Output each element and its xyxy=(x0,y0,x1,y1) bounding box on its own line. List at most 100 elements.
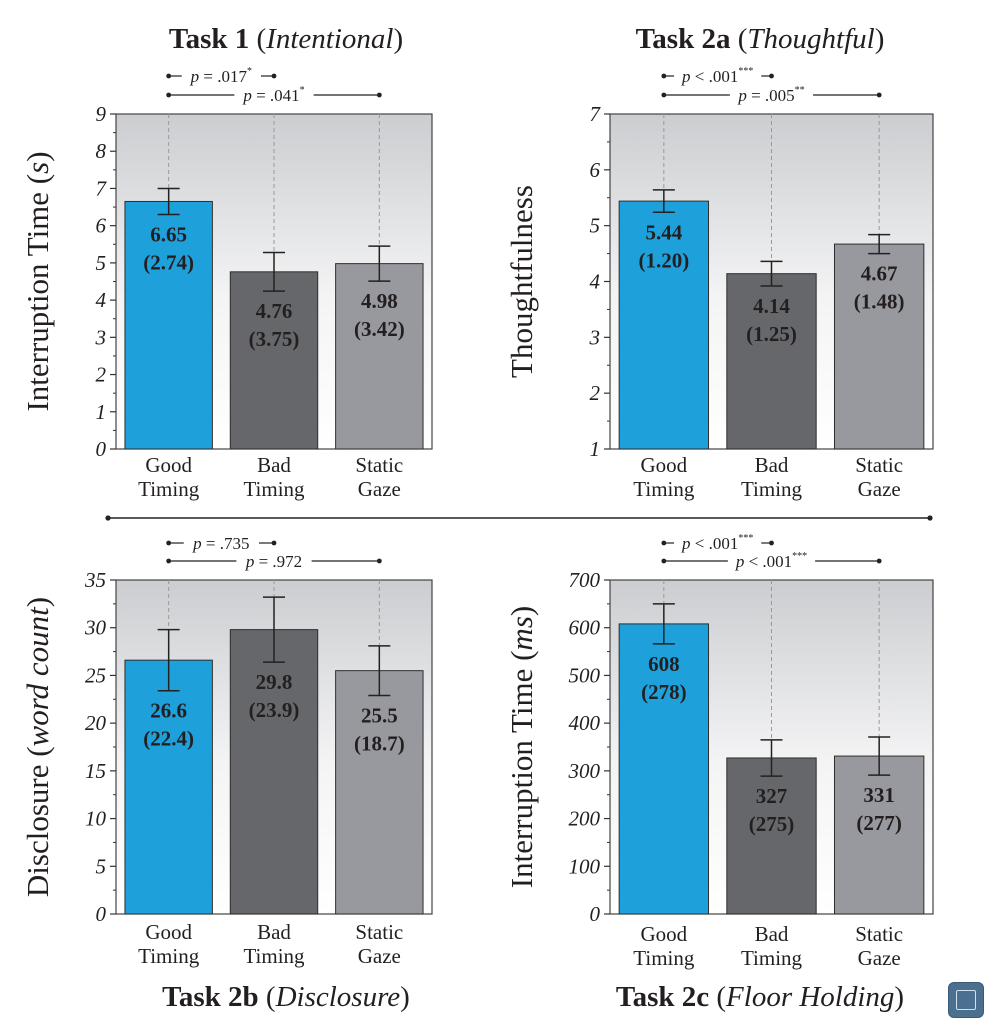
y-tick-label: 1 xyxy=(96,400,107,424)
chart-title: Task 1 (Intentional) xyxy=(169,23,403,55)
bar xyxy=(726,273,817,450)
y-axis-label: Interruption Time (s) xyxy=(20,151,55,411)
sig-dot xyxy=(166,540,172,546)
sig-label: p < .001*** xyxy=(681,533,753,553)
sd-label: (278) xyxy=(641,680,687,704)
sig-dot xyxy=(271,540,277,546)
sig-dot xyxy=(166,73,172,79)
sig-dot xyxy=(376,92,382,98)
category-label: Timing xyxy=(741,477,803,501)
sig-dot xyxy=(166,558,172,564)
y-tick-label: 5 xyxy=(96,251,107,275)
sd-label: (3.75) xyxy=(249,327,300,351)
y-axis-label: Interruption Time (ms) xyxy=(504,606,539,888)
bar xyxy=(335,263,424,450)
bar xyxy=(335,670,424,915)
divider-dot xyxy=(105,515,111,521)
chart-title: Task 2c (Floor Holding) xyxy=(616,981,904,1013)
y-tick-label: 0 xyxy=(96,902,107,926)
category-label: Static xyxy=(855,453,903,477)
category-label: Bad xyxy=(257,453,291,477)
y-tick-label: 400 xyxy=(569,711,601,735)
sd-label: (1.25) xyxy=(746,322,797,346)
y-axis-label: Disclosure (word count) xyxy=(20,597,55,897)
sig-label: p = .005** xyxy=(737,85,804,105)
sig-dot xyxy=(876,558,882,564)
category-label: Gaze xyxy=(858,477,901,501)
sig-dot xyxy=(661,540,667,546)
category-label: Timing xyxy=(633,477,695,501)
bar xyxy=(124,659,213,915)
y-tick-label: 200 xyxy=(569,807,601,831)
y-tick-label: 20 xyxy=(85,711,107,735)
category-label: Gaze xyxy=(858,946,901,970)
value-label: 4.98 xyxy=(361,289,398,313)
category-label: Good xyxy=(640,922,687,946)
category-label: Timing xyxy=(741,946,803,970)
value-label: 29.8 xyxy=(256,670,293,694)
sig-dot xyxy=(166,92,172,98)
category-label: Static xyxy=(355,453,403,477)
category-label: Gaze xyxy=(358,944,401,968)
sig-dot xyxy=(376,558,382,564)
sig-dot xyxy=(769,73,774,79)
sig-label: p < .001*** xyxy=(681,66,753,86)
sig-label: p = .735 xyxy=(192,534,249,553)
chart-title: Task 2a (Thoughtful) xyxy=(636,23,885,55)
fullscreen-button[interactable] xyxy=(948,982,984,1018)
sig-label: p = .017* xyxy=(190,66,252,86)
sig-dot xyxy=(661,558,667,564)
category-label: Timing xyxy=(138,477,200,501)
chart-title: Task 2b (Disclosure) xyxy=(162,981,410,1013)
y-tick-label: 300 xyxy=(568,759,601,783)
category-label: Timing xyxy=(243,477,305,501)
category-label: Timing xyxy=(138,944,200,968)
y-tick-label: 100 xyxy=(569,854,601,878)
y-tick-label: 3 xyxy=(589,325,601,349)
y-tick-label: 5 xyxy=(590,214,601,238)
sig-label: p = .041* xyxy=(242,85,304,105)
divider-dot xyxy=(927,515,933,521)
y-axis-label: Thoughtfulness xyxy=(504,185,539,378)
y-tick-label: 6 xyxy=(96,214,107,238)
y-tick-label: 9 xyxy=(96,102,107,126)
sig-label: p < .001*** xyxy=(735,551,807,571)
value-label: 26.6 xyxy=(150,699,187,723)
sig-dot xyxy=(661,73,667,79)
bar xyxy=(618,200,710,450)
chart-2: 1 2 3 4 5 6 7 5.44 (1.20) 4.14 (1.25) 4.67 (1.48) Goo… xyxy=(504,23,934,501)
sig-label: p = .972 xyxy=(245,552,302,571)
y-tick-label: 2 xyxy=(590,381,601,405)
value-label: 608 xyxy=(648,652,680,676)
bar xyxy=(726,757,817,915)
category-label: Gaze xyxy=(358,477,401,501)
bar xyxy=(833,755,925,915)
chart-4: 0 100 200 300 400 500 600 700 608 (278) 327 (275) 33… xyxy=(504,533,934,1013)
category-label: Static xyxy=(855,922,903,946)
sd-label: (3.42) xyxy=(354,317,405,341)
sig-dot xyxy=(769,540,774,546)
value-label: 6.65 xyxy=(150,223,187,247)
category-label: Static xyxy=(355,920,403,944)
category-label: Timing xyxy=(243,944,305,968)
value-label: 331 xyxy=(863,783,895,807)
sd-label: (1.20) xyxy=(638,248,689,272)
sd-label: (2.74) xyxy=(143,251,194,275)
category-label: Bad xyxy=(257,920,291,944)
y-tick-label: 25 xyxy=(85,663,106,687)
bar xyxy=(229,271,319,450)
y-tick-label: 8 xyxy=(96,139,107,163)
value-label: 25.5 xyxy=(361,703,398,727)
y-tick-label: 15 xyxy=(85,759,106,783)
value-label: 327 xyxy=(756,784,788,808)
bar xyxy=(124,200,213,450)
y-tick-label: 4 xyxy=(96,288,107,312)
y-tick-label: 0 xyxy=(96,437,107,461)
value-label: 4.67 xyxy=(861,262,898,286)
category-label: Bad xyxy=(755,453,789,477)
sd-label: (23.9) xyxy=(249,698,300,722)
value-label: 4.14 xyxy=(753,294,790,318)
y-tick-label: 600 xyxy=(569,616,601,640)
value-label: 4.76 xyxy=(256,299,293,323)
sig-dot xyxy=(661,92,667,98)
